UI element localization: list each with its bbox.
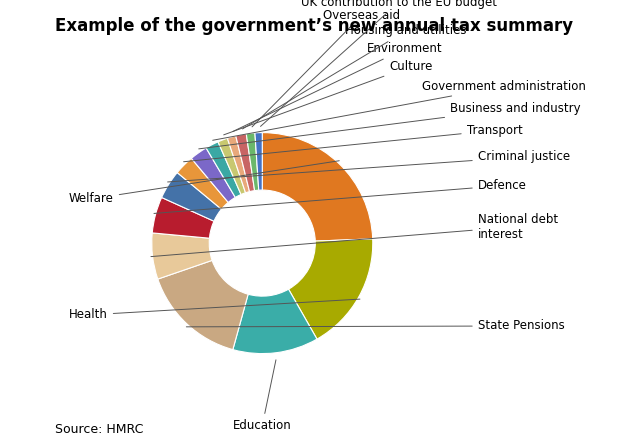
Text: Housing and utilities: Housing and utilities	[243, 24, 467, 129]
Text: Welfare: Welfare	[69, 161, 339, 206]
Wedge shape	[255, 133, 262, 190]
Text: National debt
interest: National debt interest	[151, 213, 558, 257]
Wedge shape	[233, 289, 317, 354]
Wedge shape	[288, 239, 373, 339]
Text: Business and industry: Business and industry	[198, 102, 581, 149]
Wedge shape	[192, 148, 235, 202]
Text: Government administration: Government administration	[213, 80, 587, 140]
Wedge shape	[262, 133, 373, 241]
Wedge shape	[158, 260, 248, 350]
Text: Culture: Culture	[223, 60, 432, 135]
Text: Education: Education	[233, 360, 291, 432]
Text: Source: HMRC: Source: HMRC	[54, 423, 143, 437]
Text: Example of the government’s new annual tax summary: Example of the government’s new annual t…	[54, 16, 573, 34]
Wedge shape	[152, 198, 214, 238]
Text: UK contribution to the EU budget: UK contribution to the EU budget	[260, 0, 497, 126]
Wedge shape	[206, 142, 241, 198]
Text: Environment: Environment	[233, 42, 443, 132]
Wedge shape	[246, 133, 259, 191]
Text: State Pensions: State Pensions	[187, 320, 565, 332]
Text: Transport: Transport	[183, 124, 522, 162]
Wedge shape	[227, 136, 250, 193]
Text: Health: Health	[69, 299, 360, 321]
Wedge shape	[162, 172, 222, 221]
Text: Overseas aid: Overseas aid	[252, 9, 400, 127]
Wedge shape	[236, 134, 255, 192]
Wedge shape	[218, 138, 245, 194]
Text: Criminal justice: Criminal justice	[168, 150, 570, 182]
Text: Defence: Defence	[154, 179, 527, 213]
Wedge shape	[152, 233, 212, 279]
Wedge shape	[177, 158, 228, 209]
